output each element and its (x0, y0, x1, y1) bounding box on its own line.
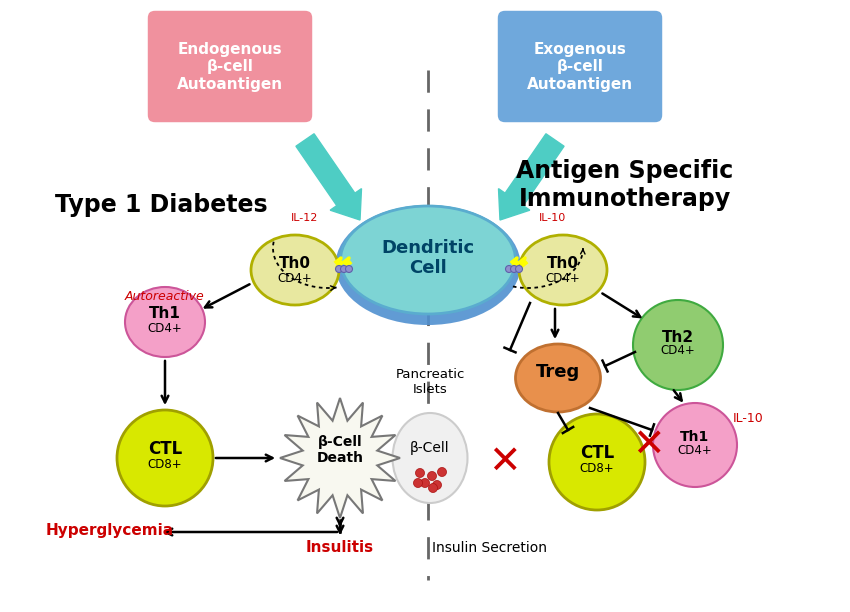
Circle shape (117, 410, 213, 506)
Circle shape (341, 266, 348, 272)
Circle shape (428, 483, 438, 493)
Circle shape (549, 414, 645, 510)
Circle shape (511, 266, 518, 272)
FancyArrow shape (296, 134, 361, 220)
Text: Autoreactive: Autoreactive (125, 289, 205, 302)
Text: Endogenous
β-cell
Autoantigen: Endogenous β-cell Autoantigen (177, 42, 283, 92)
Text: β-Cell: β-Cell (411, 441, 450, 455)
Ellipse shape (515, 344, 600, 412)
Text: Th1: Th1 (680, 430, 710, 444)
Polygon shape (280, 398, 400, 518)
Text: IL-10: IL-10 (733, 411, 763, 425)
Text: Exogenous
β-cell
Autoantigen: Exogenous β-cell Autoantigen (527, 42, 633, 92)
Text: IL-10: IL-10 (540, 213, 567, 223)
Ellipse shape (341, 206, 515, 314)
Circle shape (336, 266, 343, 272)
Text: Antigen Specific
Immunotherapy: Antigen Specific Immunotherapy (516, 159, 734, 211)
Text: CD4+: CD4+ (148, 323, 183, 335)
Circle shape (413, 479, 422, 488)
Text: CD4+: CD4+ (660, 345, 695, 357)
Text: Th1: Th1 (149, 307, 181, 321)
Circle shape (416, 469, 424, 477)
Text: CD8+: CD8+ (580, 461, 615, 474)
Circle shape (433, 480, 441, 490)
Text: Hyperglycemia: Hyperglycemia (46, 523, 174, 537)
Circle shape (345, 266, 353, 272)
Text: Th0: Th0 (547, 255, 579, 271)
Ellipse shape (393, 413, 468, 503)
Circle shape (421, 479, 429, 488)
Circle shape (633, 300, 723, 390)
Text: Th0: Th0 (279, 255, 311, 271)
FancyArrow shape (498, 134, 564, 220)
Ellipse shape (519, 235, 607, 305)
Text: Dendritic
Cell: Dendritic Cell (382, 239, 474, 277)
Ellipse shape (125, 287, 205, 357)
Circle shape (515, 266, 523, 272)
Text: CD4+: CD4+ (546, 272, 581, 285)
Text: CTL: CTL (580, 444, 614, 462)
Circle shape (506, 266, 513, 272)
Text: CD8+: CD8+ (148, 458, 182, 471)
Text: Pancreatic
Islets: Pancreatic Islets (395, 368, 465, 396)
Text: Insulin Secretion: Insulin Secretion (433, 541, 547, 555)
Text: CD4+: CD4+ (278, 272, 312, 285)
Text: Type 1 Diabetes: Type 1 Diabetes (55, 193, 268, 217)
Text: CD4+: CD4+ (677, 444, 712, 458)
Ellipse shape (251, 235, 339, 305)
Ellipse shape (336, 205, 520, 325)
Circle shape (428, 471, 437, 480)
Text: Insulitis: Insulitis (306, 540, 374, 556)
FancyBboxPatch shape (495, 8, 665, 125)
Text: β-Cell
Death: β-Cell Death (316, 435, 364, 465)
Circle shape (438, 468, 446, 477)
FancyBboxPatch shape (145, 8, 315, 125)
Circle shape (653, 403, 737, 487)
Text: ✕: ✕ (488, 443, 520, 481)
Text: Treg: Treg (536, 363, 580, 381)
Text: Th2: Th2 (662, 329, 694, 345)
Text: CTL: CTL (148, 440, 182, 458)
Text: IL-12: IL-12 (292, 213, 319, 223)
Text: ✕: ✕ (632, 426, 665, 464)
